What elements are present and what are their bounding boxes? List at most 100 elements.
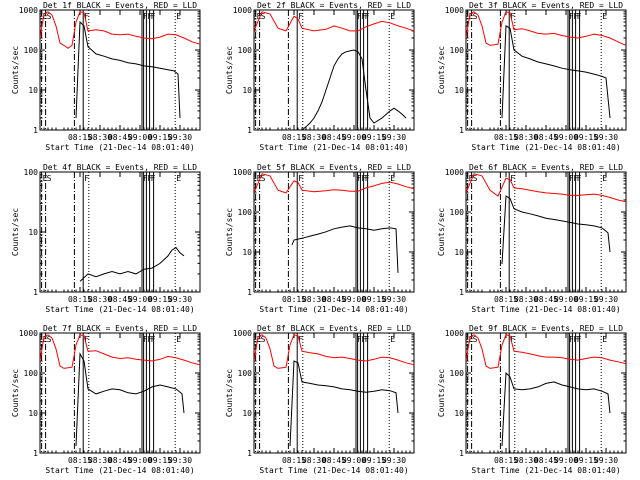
panel-det-5: Det 5f BLACK = Events, RED = LLD 1 10 100 10… [225,163,415,314]
events-series-line [75,20,181,119]
lld-series-line [40,11,200,49]
event-marker-label: F [510,335,515,344]
event-marker-label: E [176,174,181,183]
y-tick-label: 10 [28,228,38,237]
y-tick-label: 10 [454,248,464,257]
y-tick-label: 100 [238,46,253,55]
y-tick-label: 1000 [233,329,252,338]
event-marker-label: E [390,335,395,344]
y-tick-label: 100 [450,46,465,55]
panel-title: Det 1f BLACK = Events, RED = LLD [43,1,197,10]
panel-det-7: Det 7f BLACK = Events, RED = LLD 1 10 100 10… [11,324,201,475]
y-tick-label: 1 [33,449,38,458]
y-tick-label: 1000 [233,6,252,15]
y-axis-label: Counts/sec [437,46,446,94]
event-marker-label: F [298,335,303,344]
y-tick-label: 10 [242,409,252,418]
event-marker-label: E [43,12,48,21]
y-tick-label: 1 [459,449,464,458]
x-tick-label: 08:15 [282,295,306,304]
x-tick-label: 08:45 [108,133,132,142]
x-tick-label: 08:45 [108,295,132,304]
panel-det-6: Det 6f BLACK = Events, RED = LLD 1 10 100 10… [437,163,627,314]
event-marker-label: F [84,335,89,344]
y-tick-label: 1000 [19,6,38,15]
x-tick-label: 09:15 [574,133,598,142]
y-tick-label: 1 [247,126,252,135]
y-tick-label: 1 [459,126,464,135]
panel-title: Det 6f BLACK = Events, RED = LLD [469,163,623,172]
x-tick-label: 08:30 [88,133,112,142]
x-tick-label: 09:30 [594,295,618,304]
event-marker-label: E [43,335,48,344]
x-tick-label: 09:15 [362,133,386,142]
y-tick-label: 100 [24,46,39,55]
x-axis-label: Start Time (21-Dec-14 08:01:40) [259,466,408,475]
panel-title: Det 4f BLACK = Events, RED = LLD [43,163,197,172]
event-marker-label: F [84,12,89,21]
x-tick-label: 09:30 [594,133,618,142]
events-series-line [501,25,611,119]
event-marker-label: S [473,174,478,183]
event-marker-label: F [357,12,362,21]
y-tick-label: 100 [450,369,465,378]
y-tick-label: 1000 [19,329,38,338]
x-tick-label: 09:00 [342,133,366,142]
x-tick-label: 08:45 [322,295,346,304]
y-tick-label: 1000 [445,6,464,15]
y-tick-label: 100 [238,208,253,217]
y-tick-label: 100 [450,208,465,217]
event-marker-label: E [602,335,607,344]
event-marker-label: F [569,335,574,344]
lld-series-line [254,11,414,32]
y-tick-label: 10 [28,86,38,95]
y-axis-label: Counts/sec [225,46,234,94]
events-series-line [291,225,399,273]
x-tick-label: 09:00 [342,456,366,465]
x-tick-label: 08:15 [494,456,518,465]
event-marker-label: F [510,174,515,183]
x-tick-label: 09:00 [342,295,366,304]
event-marker-label: F [510,12,515,21]
event-marker-label: E [257,335,262,344]
y-axis-label: Counts/sec [225,369,234,417]
x-tick-label: 08:45 [322,456,346,465]
y-tick-label: 1000 [445,329,464,338]
panel-title: Det 5f BLACK = Events, RED = LLD [257,163,411,172]
x-tick-label: 09:30 [168,456,192,465]
x-axis-label: Start Time (21-Dec-14 08:01:40) [471,305,620,314]
panel-title: Det 8f BLACK = Events, RED = LLD [257,324,411,333]
event-marker-label: E [257,12,262,21]
event-marker-label: E [390,12,395,21]
x-axis-label: Start Time (21-Dec-14 08:01:40) [471,143,620,152]
x-axis-label: Start Time (21-Dec-14 08:01:40) [45,143,194,152]
panel-det-4: Det 4f BLACK = Events, RED = LLD 1 10 100 08… [11,163,201,314]
y-tick-label: 100 [238,369,253,378]
event-marker-label: E [469,335,474,344]
x-tick-label: 08:45 [534,133,558,142]
lld-series-line [466,334,626,369]
y-axis-label: Counts/sec [11,208,20,256]
x-tick-label: 09:30 [168,133,192,142]
events-series-line [75,352,185,447]
x-tick-label: 08:15 [494,133,518,142]
x-tick-label: 08:15 [282,133,306,142]
panel-title: Det 9f BLACK = Events, RED = LLD [469,324,623,333]
y-tick-label: 1000 [445,168,464,177]
event-marker-label: E [602,174,607,183]
event-marker-label: F [143,174,148,183]
event-marker-label: S [47,174,52,183]
y-axis-label: Counts/sec [437,208,446,256]
lld-series-line [466,173,626,203]
y-tick-label: 100 [24,168,39,177]
event-marker-label: S [261,174,266,183]
x-tick-label: 09:00 [554,295,578,304]
event-marker-label: E [257,174,262,183]
event-marker-label: F [84,174,89,183]
y-tick-label: 1 [33,288,38,297]
x-tick-label: 08:30 [88,456,112,465]
event-marker-label: E [43,174,48,183]
x-tick-label: 08:45 [534,456,558,465]
x-tick-label: 09:15 [574,295,598,304]
